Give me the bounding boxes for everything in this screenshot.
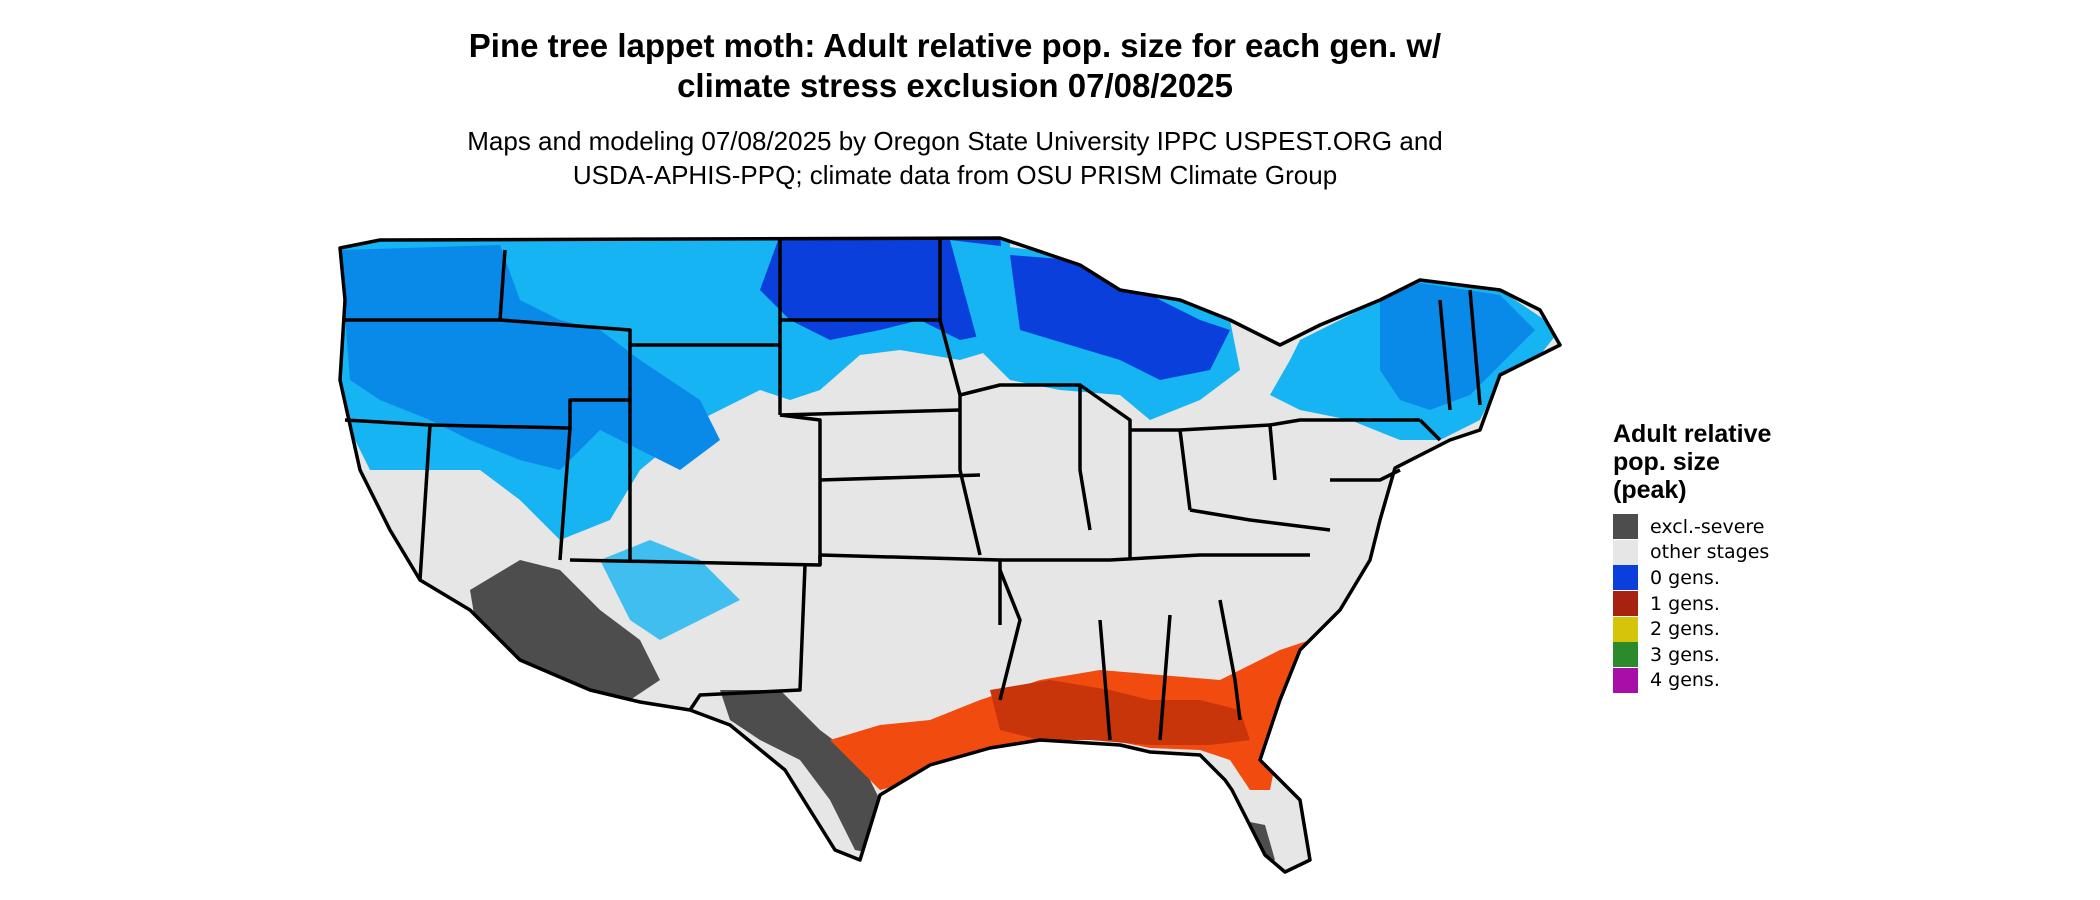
legend-item: 3 gens. (1613, 642, 1771, 668)
legend-swatch (1613, 514, 1638, 540)
legend-item: other stages (1613, 539, 1771, 566)
legend-title-line-2: pop. size (1613, 448, 1720, 476)
map-legend: Adult relative pop. size (peak) excl.-se… (1613, 420, 1771, 693)
legend-item: 4 gens. (1613, 667, 1771, 694)
map-title: Pine tree lappet moth: Adult relative po… (0, 26, 1910, 106)
excluded-region-southwest (470, 560, 660, 700)
legend-title-line-1: Adult relative (1613, 420, 1772, 448)
subtitle-line-1: Maps and modeling 07/08/2025 by Oregon S… (467, 126, 1443, 156)
legend-title: Adult relative pop. size (peak) (1613, 420, 1771, 504)
legend-swatch (1613, 616, 1638, 642)
us-population-map (338, 236, 1562, 874)
map-subtitle: Maps and modeling 07/08/2025 by Oregon S… (0, 124, 1910, 192)
legend-label: 2 gens. (1650, 618, 1720, 641)
subtitle-line-2: USDA-APHIS-PPQ; climate data from OSU PR… (572, 160, 1338, 190)
one-gen-region-gulf-coast-dark (990, 680, 1250, 745)
legend-label: 1 gens. (1650, 592, 1720, 615)
legend-swatch (1613, 591, 1638, 617)
legend-swatch (1613, 667, 1638, 693)
legend-label: 0 gens. (1650, 566, 1720, 589)
zero-gens-region-north-dark (760, 238, 1010, 340)
zero-gens-region-southwest (600, 540, 740, 640)
excluded-region-texas (720, 690, 880, 855)
legend-swatch (1613, 565, 1638, 591)
legend-label: 4 gens. (1650, 669, 1720, 692)
legend-swatch (1613, 642, 1638, 668)
legend-label: other stages (1650, 541, 1770, 564)
legend-item: 2 gens. (1613, 616, 1771, 642)
legend-item: excl.-severe (1613, 514, 1771, 540)
title-line-1: Pine tree lappet moth: Adult relative po… (468, 27, 1442, 64)
legend-title-line-3: (peak) (1613, 476, 1687, 504)
legend-label: excl.-severe (1650, 515, 1765, 538)
legend-label: 3 gens. (1650, 643, 1720, 666)
legend-items: excl.-severe other stages 0 gens. 1 gens. 2 … (1613, 514, 1771, 693)
state-borders (338, 236, 1562, 874)
zero-gens-region-northwest-mid (340, 245, 720, 470)
zero-gens-region-northeast-dark (1380, 283, 1535, 410)
legend-item: 1 gens. (1613, 591, 1771, 617)
title-line-2: climate stress exclusion 07/08/2025 (677, 67, 1233, 104)
zero-gens-region-great-lakes-dark (1010, 255, 1230, 380)
legend-swatch (1613, 539, 1638, 565)
legend-item: 0 gens. (1613, 565, 1771, 591)
